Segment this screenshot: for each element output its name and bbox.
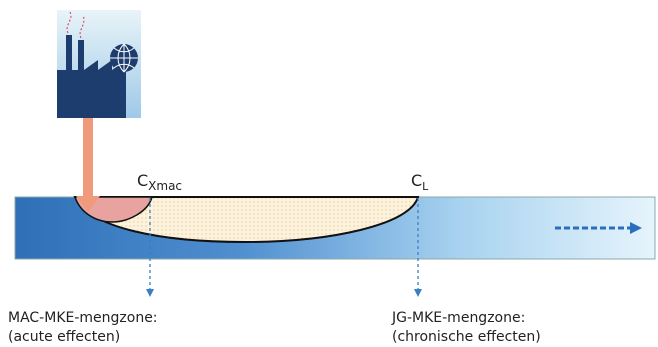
discharge-arrow — [76, 118, 100, 212]
zone-note: (acute effecten) — [8, 329, 120, 345]
label-sub: Xmac — [148, 179, 182, 193]
zone-note: (chronische effecten) — [392, 329, 541, 345]
zone-title: MAC-MKE-mengzone: — [8, 310, 158, 326]
label-sub: L — [422, 180, 429, 193]
zone-title: JG-MKE-mengzone: — [391, 310, 525, 326]
label-c-l: CL — [411, 171, 429, 193]
factory-icon — [57, 10, 141, 118]
label-main: C — [411, 171, 422, 190]
label-c-xmac: CXmac — [137, 171, 182, 193]
label-main: C — [137, 171, 148, 190]
diagram: CXmac CL MAC-MKE-mengzone: (acute effect… — [0, 0, 658, 347]
